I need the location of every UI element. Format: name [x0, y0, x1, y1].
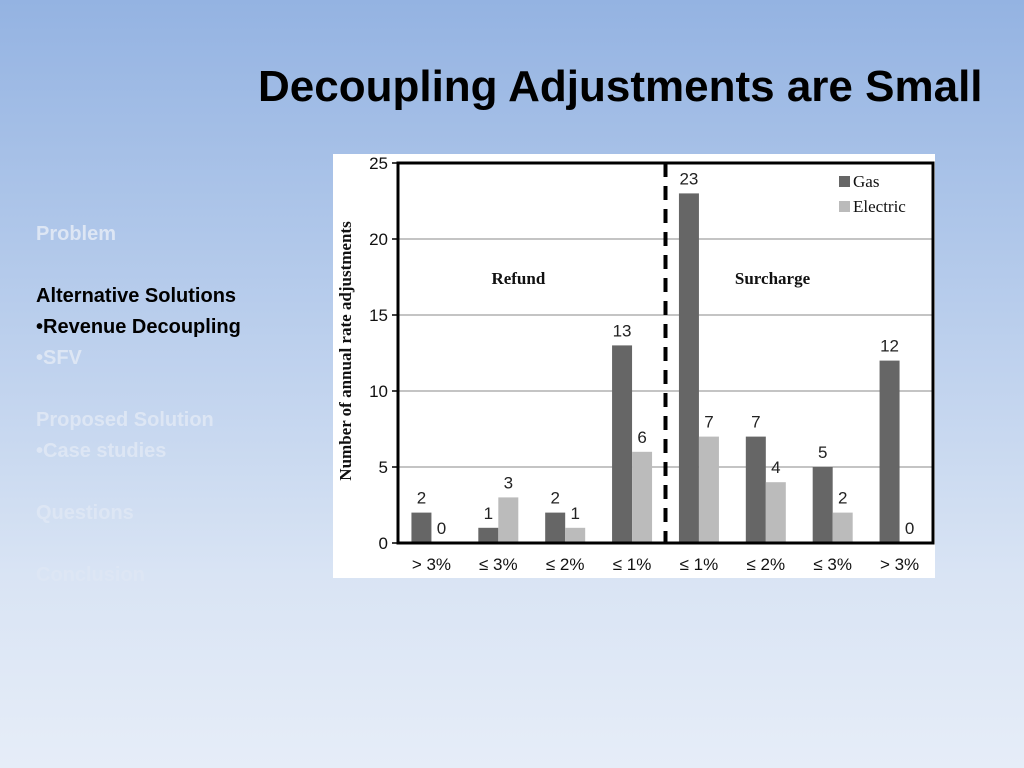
gas-bar: [879, 360, 900, 543]
nav-conclusion[interactable]: Conclusion: [36, 564, 145, 586]
gas-value-label: 12: [880, 337, 899, 356]
chart-container: 2 0 1 3 2 1 13 6 23 7 7 4 5 2 12 0 0 5 10 15 20 25 > 3% ≤ 3% ≤…: [333, 154, 935, 578]
gas-bar: [678, 193, 699, 543]
nav-revenue-decoupling[interactable]: •Revenue Decoupling: [36, 316, 241, 338]
nav-questions[interactable]: Questions: [36, 502, 134, 524]
gas-value-label: 1: [484, 504, 493, 523]
x-tick-label: ≤ 1%: [680, 555, 719, 574]
gas-bar: [411, 512, 432, 543]
legend-gas-swatch: [839, 176, 850, 187]
legend-electric-swatch: [839, 201, 850, 212]
gas-value-label: 2: [417, 489, 426, 508]
x-tick-label: ≤ 3%: [813, 555, 852, 574]
y-axis-label: Number of annual rate adjustments: [336, 221, 355, 481]
electric-value-label: 6: [637, 428, 646, 447]
electric-value-label: 0: [905, 519, 914, 538]
gas-bar: [545, 512, 566, 543]
electric-value-label: 7: [704, 413, 713, 432]
electric-value-label: 0: [437, 519, 446, 538]
nav-case-studies[interactable]: •Case studies: [36, 440, 167, 462]
electric-bar: [632, 451, 653, 543]
y-tick-label: 15: [369, 306, 388, 325]
legend-electric-label: Electric: [853, 197, 906, 216]
electric-bar: [832, 512, 853, 543]
gas-value-label: 2: [550, 489, 559, 508]
slide-title: Decoupling Adjustments are Small: [258, 62, 983, 111]
y-tick-label: 5: [379, 458, 388, 477]
x-axis-ticks: > 3% ≤ 3% ≤ 2% ≤ 1% ≤ 1% ≤ 2% ≤ 3% > 3%: [412, 555, 919, 574]
gas-value-label: 23: [679, 169, 698, 188]
bars: [411, 193, 900, 543]
legend-gas-label: Gas: [853, 172, 879, 191]
nav-spacer: [36, 250, 296, 281]
electric-bar: [498, 497, 519, 543]
electric-value-label: 3: [504, 473, 513, 492]
electric-bar: [565, 527, 586, 543]
electric-bar: [698, 436, 719, 543]
gas-value-label: 5: [818, 443, 827, 462]
x-tick-label: ≤ 1%: [613, 555, 652, 574]
electric-value-label: 4: [771, 458, 780, 477]
refund-annotation: Refund: [491, 269, 545, 288]
electric-value-label: 2: [838, 489, 847, 508]
electric-value-label: 1: [570, 504, 579, 523]
x-tick-label: > 3%: [412, 555, 451, 574]
gas-value-label: 7: [751, 413, 760, 432]
gas-bar: [745, 436, 766, 543]
legend: Gas Electric: [839, 172, 906, 216]
nav-problem[interactable]: Problem: [36, 223, 117, 245]
y-axis-ticks: 0 5 10 15 20 25: [369, 154, 398, 553]
y-tick-label: 10: [369, 382, 388, 401]
x-tick-label: ≤ 3%: [479, 555, 518, 574]
section-nav: Problem Alternative Solutions •Revenue D…: [36, 219, 296, 591]
y-tick-label: 20: [369, 230, 388, 249]
nav-proposed-solution[interactable]: Proposed Solution: [36, 409, 214, 431]
nav-spacer: [36, 374, 296, 405]
x-tick-label: > 3%: [880, 555, 919, 574]
gas-value-label: 13: [613, 321, 632, 340]
surcharge-annotation: Surcharge: [735, 269, 811, 288]
gas-bar: [478, 527, 499, 543]
electric-bar: [765, 482, 786, 543]
nav-alternative-solutions[interactable]: Alternative Solutions: [36, 285, 237, 307]
nav-spacer: [36, 467, 296, 498]
y-tick-label: 25: [369, 154, 388, 173]
nav-sfv[interactable]: •SFV: [36, 347, 82, 369]
y-tick-label: 0: [379, 534, 388, 553]
gas-bar: [612, 345, 633, 543]
nav-spacer: [36, 529, 296, 560]
gas-bar: [812, 467, 833, 543]
x-tick-label: ≤ 2%: [747, 555, 786, 574]
x-tick-label: ≤ 2%: [546, 555, 585, 574]
